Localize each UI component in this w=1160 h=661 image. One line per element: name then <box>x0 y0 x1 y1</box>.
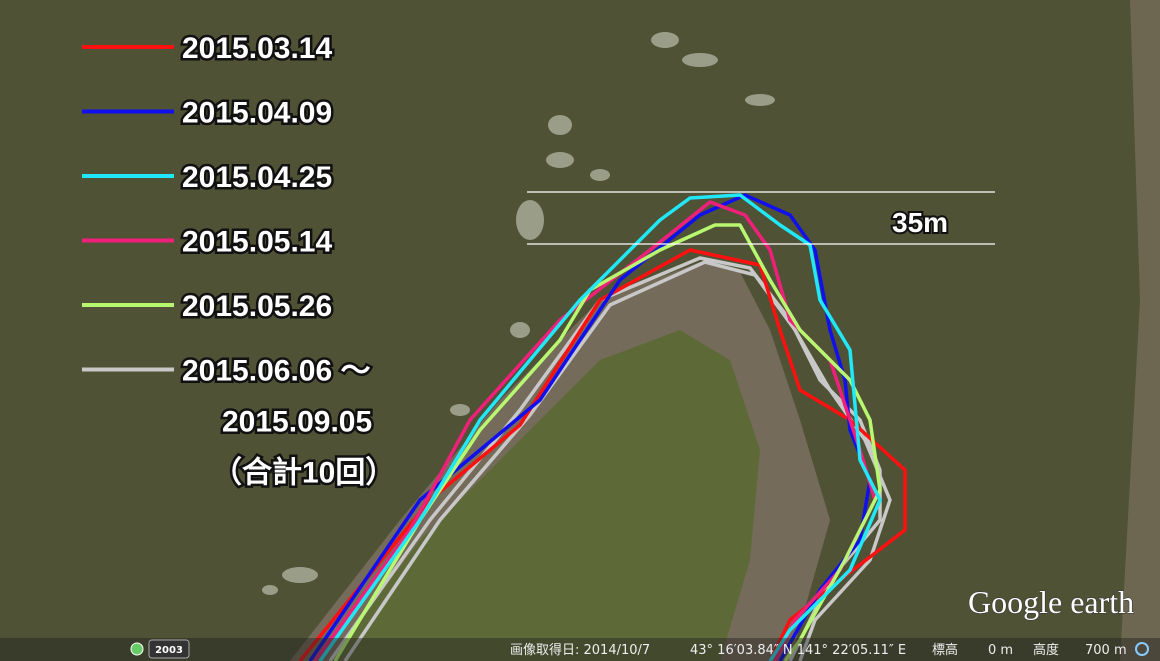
legend-label: 2015.05.26 <box>182 290 332 323</box>
status-text: 画像取得日: 2014/10/7 <box>510 642 650 658</box>
clock-icon[interactable] <box>130 642 144 656</box>
status-icon[interactable] <box>1135 642 1149 656</box>
status-text: 標高 <box>932 642 958 658</box>
legend-label: 2015.05.14 <box>182 226 332 259</box>
status-text: 700 m <box>1085 643 1127 658</box>
legend: 2015.03.14 2015.04.09 2015.04.25 2015.05.14… <box>82 30 398 492</box>
clock-year: 2003 <box>155 645 183 656</box>
legend-label: （合計10回） <box>212 456 395 490</box>
logo: Google earth <box>968 584 1134 620</box>
shore <box>1120 0 1160 661</box>
trace <box>333 223 882 661</box>
annotation: 35m <box>892 207 948 238</box>
waves <box>262 32 775 595</box>
status-bar <box>0 638 1160 661</box>
legend-label: 2015.06.06 ～ <box>182 355 370 388</box>
legend-label: 2015.04.25 <box>182 161 332 194</box>
clock-box[interactable] <box>148 639 190 659</box>
legend-label: 2015.04.09 <box>182 97 332 130</box>
status-text: 高度 <box>1033 642 1059 658</box>
trace <box>343 260 892 661</box>
status-text: 43° 16′03.84″ N 141° 22′05.11″ E <box>690 643 906 658</box>
vegetation <box>330 330 760 661</box>
legend-label: 2015.03.14 <box>182 32 332 65</box>
status-text: 0 m <box>988 643 1013 658</box>
legend-label: 2015.09.05 <box>222 406 372 439</box>
trace <box>318 193 882 661</box>
